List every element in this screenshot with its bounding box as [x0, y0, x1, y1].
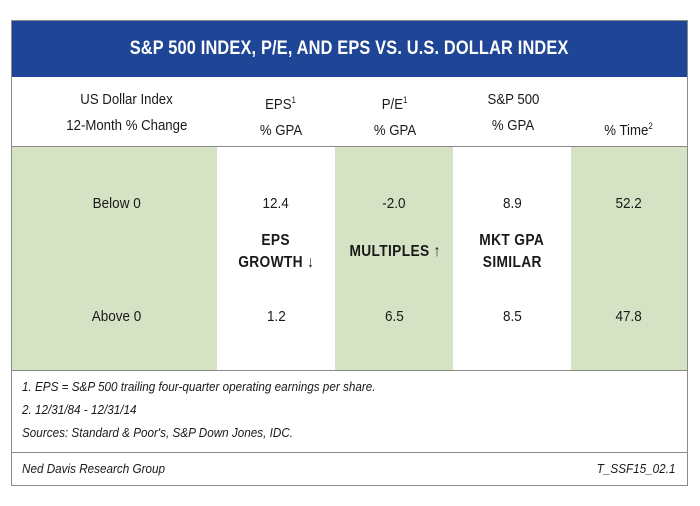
header-dollar-index-line1: US Dollar Index	[80, 91, 174, 108]
annotation-mkt-line1: MKT GPA	[479, 232, 545, 249]
header-pe-label: P/E	[382, 96, 404, 113]
header-dollar-index-line2: 12-Month % Change	[66, 117, 188, 134]
annotation-multiples: MULTIPLES ↑	[330, 241, 460, 263]
row-above-sp500: 8.5	[502, 308, 522, 325]
header-eps-label: EPS	[265, 96, 292, 113]
table-title-bar: S&P 500 INDEX, P/E, AND EPS VS. U.S. DOL…	[12, 21, 687, 77]
annotation-eps-line1: EPS	[261, 232, 291, 249]
header-sp500-label: S&P 500	[487, 91, 539, 108]
table-frame: S&P 500 INDEX, P/E, AND EPS VS. U.S. DOL…	[11, 20, 688, 486]
header-sp500: S&P 500 % GPA	[452, 87, 574, 139]
footer-source: Ned Davis Research Group	[22, 461, 166, 476]
row-below-sp500: 8.9	[502, 195, 522, 212]
row-below-pe: -2.0	[382, 195, 406, 212]
header-dollar-index: US Dollar Index 12-Month % Change	[22, 87, 232, 139]
header-sp500-gpa: % GPA	[491, 117, 535, 134]
row-above-time: 47.8	[615, 308, 643, 325]
band-sp500	[453, 147, 571, 370]
table-title: S&P 500 INDEX, P/E, AND EPS VS. U.S. DOL…	[130, 38, 569, 59]
row-below-eps: 12.4	[262, 195, 290, 212]
annotation-mkt-line2: SIMILAR	[482, 254, 542, 271]
footer-divider	[12, 452, 687, 453]
band-eps	[217, 147, 335, 370]
arrow-down-icon: ↓	[306, 254, 315, 271]
body-divider	[12, 370, 687, 371]
row-above-eps: 1.2	[266, 308, 286, 325]
header-time-label: % Time	[604, 122, 649, 139]
header-divider	[12, 146, 687, 147]
annotation-pe-line1: MULTIPLES	[349, 243, 430, 260]
footnote-sources: Sources: Standard & Poor's, S&P Down Jon…	[22, 425, 294, 440]
header-eps: EPS1 % GPA	[222, 87, 340, 144]
row-below-time: 52.2	[615, 195, 643, 212]
header-pe: P/E1 % GPA	[336, 87, 454, 144]
header-eps-gpa: % GPA	[259, 122, 303, 139]
header-pe-sup: 1	[403, 95, 408, 105]
header-time: % Time2	[570, 113, 688, 144]
header-time-sup: 2	[648, 121, 654, 131]
annotation-eps-growth: EPS GROWTH ↓	[217, 230, 335, 274]
header-pe-gpa: % GPA	[373, 122, 417, 139]
band-pe	[335, 147, 453, 370]
footer-code: T_SSF15_02.1	[596, 461, 675, 476]
annotation-mkt-gpa: MKT GPA SIMILAR	[453, 230, 571, 274]
footnote-2: 2. 12/31/84 - 12/31/14	[22, 402, 137, 417]
row-above-pe: 6.5	[384, 308, 404, 325]
footnote-1: 1. EPS = S&P 500 trailing four-quarter o…	[22, 379, 376, 394]
arrow-up-icon: ↑	[433, 243, 441, 260]
band-dollar-index	[12, 147, 217, 370]
annotation-eps-line2: GROWTH	[237, 254, 303, 271]
row-above-label: Above 0	[92, 308, 142, 325]
band-time	[571, 147, 687, 370]
header-eps-sup: 1	[292, 95, 297, 105]
row-below-label: Below 0	[92, 195, 142, 212]
